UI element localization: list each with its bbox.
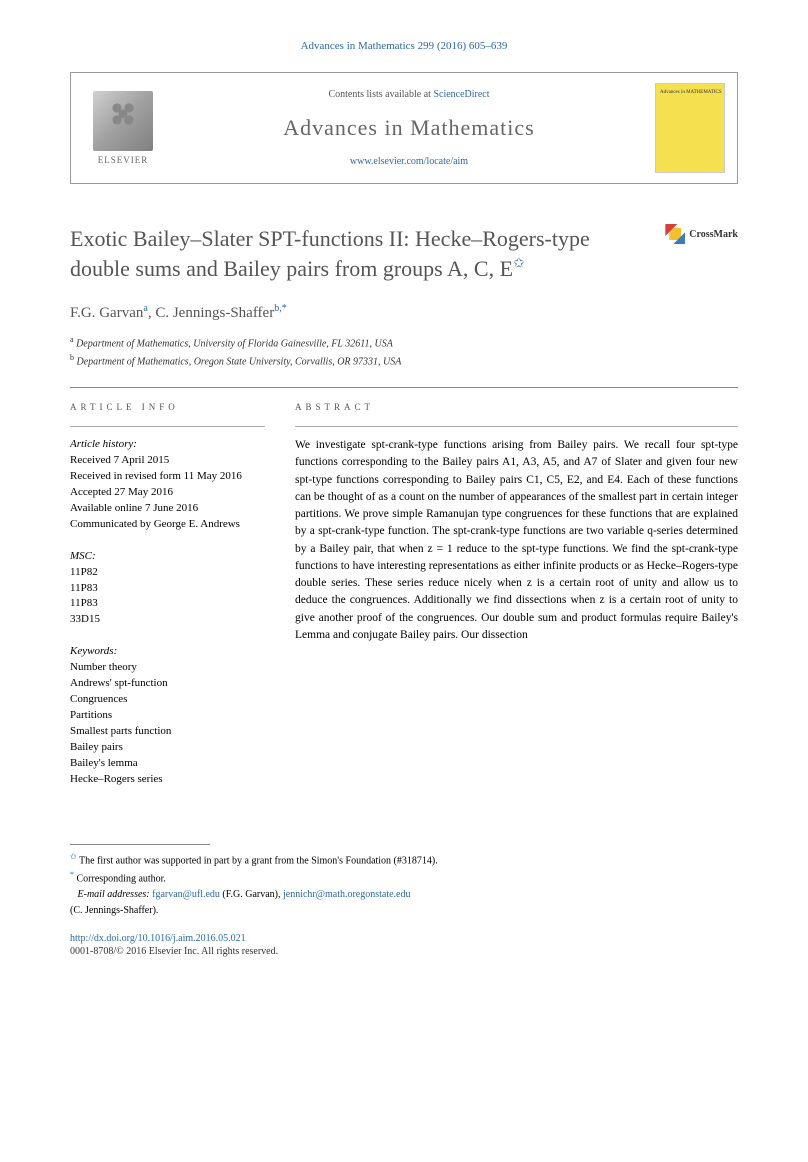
sub-divider — [70, 426, 265, 427]
article-info-column: ARTICLE INFO Article history: Received 7… — [70, 402, 265, 804]
msc-0: 11P82 — [70, 565, 265, 581]
two-column-layout: ARTICLE INFO Article history: Received 7… — [70, 402, 738, 804]
affiliation-a: a Department of Mathematics, University … — [70, 334, 738, 351]
title-text: Exotic Bailey–Slater SPT-functions II: H… — [70, 226, 590, 281]
divider — [70, 387, 738, 388]
crossmark-label: CrossMark — [689, 229, 738, 240]
affil-a-text: Department of Mathematics, University of… — [76, 339, 393, 350]
publisher-name: ELSEVIER — [98, 155, 149, 165]
footnotes: ✩ The first author was supported in part… — [70, 844, 738, 920]
star-sym-icon: ✩ — [70, 852, 77, 861]
history-accepted: Accepted 27 May 2016 — [70, 485, 265, 501]
keyword-7: Hecke–Rogers series — [70, 772, 265, 788]
abstract-text: We investigate spt-crank-type functions … — [295, 437, 738, 644]
history-received: Received 7 April 2015 — [70, 453, 265, 469]
email-1-who: (F.G. Garvan) — [222, 889, 278, 900]
author-1[interactable]: F.G. Garvana — [70, 305, 148, 321]
keyword-4: Smallest parts function — [70, 724, 265, 740]
keyword-5: Bailey pairs — [70, 740, 265, 756]
funding-text: The first author was supported in part b… — [79, 855, 438, 866]
footnote-emails: E-mail addresses: fgarvan@ufl.edu (F.G. … — [70, 887, 738, 919]
msc-3: 33D15 — [70, 612, 265, 628]
journal-header-box: ELSEVIER Contents lists available at Sci… — [70, 72, 738, 184]
email-label: E-mail addresses: — [78, 889, 150, 900]
keywords-block: Keywords: Number theory Andrews' spt-fun… — [70, 644, 265, 787]
article-history: Article history: Received 7 April 2015 R… — [70, 437, 265, 533]
abstract-column: ABSTRACT We investigate spt-crank-type f… — [295, 402, 738, 804]
cover-label: Advances in MATHEMATICS — [660, 90, 722, 96]
article-title: Exotic Bailey–Slater SPT-functions II: H… — [70, 224, 665, 283]
doi-link[interactable]: http://dx.doi.org/10.1016/j.aim.2016.05.… — [70, 933, 738, 944]
author-2-name: C. Jennings-Shaffer — [155, 305, 274, 321]
email-1[interactable]: fgarvan@ufl.edu — [152, 889, 220, 900]
affil-b-sup: b — [70, 353, 74, 362]
footnote-corresponding: * Corresponding author. — [70, 869, 738, 887]
footnote-divider — [70, 844, 210, 845]
keyword-3: Partitions — [70, 708, 265, 724]
email-2[interactable]: jennichr@math.oregonstate.edu — [283, 889, 411, 900]
corresponding-text: Corresponding author. — [77, 873, 166, 884]
crossmark-badge[interactable]: CrossMark — [665, 224, 738, 244]
history-online: Available online 7 June 2016 — [70, 501, 265, 517]
crossmark-icon — [665, 224, 685, 244]
abstract-header: ABSTRACT — [295, 402, 738, 412]
email-2-who: (C. Jennings-Shaffer) — [70, 905, 156, 916]
affiliations: a Department of Mathematics, University … — [70, 334, 738, 369]
author-2[interactable]: C. Jennings-Shafferb,* — [155, 305, 286, 321]
msc-label: MSC: — [70, 549, 265, 565]
asterisk-sym-icon: * — [70, 870, 74, 879]
affil-b-text: Department of Mathematics, Oregon State … — [77, 356, 402, 367]
msc-1: 11P83 — [70, 581, 265, 597]
msc-2: 11P83 — [70, 596, 265, 612]
article-page: Advances in Mathematics 299 (2016) 605–6… — [0, 0, 808, 987]
footnote-funding: ✩ The first author was supported in part… — [70, 851, 738, 869]
affiliation-b: b Department of Mathematics, Oregon Stat… — [70, 352, 738, 369]
affil-a-sup: a — [70, 335, 74, 344]
publisher-logo[interactable]: ELSEVIER — [83, 83, 163, 173]
funding-star-icon: ✩ — [513, 256, 525, 271]
title-row: Exotic Bailey–Slater SPT-functions II: H… — [70, 224, 738, 283]
journal-center: Contents lists available at ScienceDirec… — [163, 83, 655, 173]
citation-header[interactable]: Advances in Mathematics 299 (2016) 605–6… — [70, 40, 738, 52]
keyword-2: Congruences — [70, 692, 265, 708]
author-list: F.G. Garvana, C. Jennings-Shafferb,* — [70, 303, 738, 322]
msc-block: MSC: 11P82 11P83 11P83 33D15 — [70, 549, 265, 629]
author-1-name: F.G. Garvan — [70, 305, 143, 321]
journal-cover-thumbnail[interactable]: Advances in MATHEMATICS — [655, 83, 725, 173]
keyword-6: Bailey's lemma — [70, 756, 265, 772]
keyword-0: Number theory — [70, 660, 265, 676]
history-label: Article history: — [70, 437, 265, 453]
elsevier-tree-icon — [93, 91, 153, 151]
history-revised: Received in revised form 11 May 2016 — [70, 469, 265, 485]
contents-prefix: Contents lists available at — [328, 89, 433, 100]
journal-name: Advances in Mathematics — [173, 115, 645, 141]
author-2-sup: b,* — [274, 303, 287, 314]
sub-divider-2 — [295, 426, 738, 427]
contents-available: Contents lists available at ScienceDirec… — [173, 89, 645, 100]
sciencedirect-link[interactable]: ScienceDirect — [433, 89, 489, 100]
journal-url[interactable]: www.elsevier.com/locate/aim — [173, 156, 645, 167]
keywords-label: Keywords: — [70, 644, 265, 660]
keyword-1: Andrews' spt-function — [70, 676, 265, 692]
article-info-header: ARTICLE INFO — [70, 402, 265, 412]
copyright: 0001-8708/© 2016 Elsevier Inc. All right… — [70, 946, 738, 957]
author-1-sup: a — [143, 303, 147, 314]
history-communicated: Communicated by George E. Andrews — [70, 517, 265, 533]
